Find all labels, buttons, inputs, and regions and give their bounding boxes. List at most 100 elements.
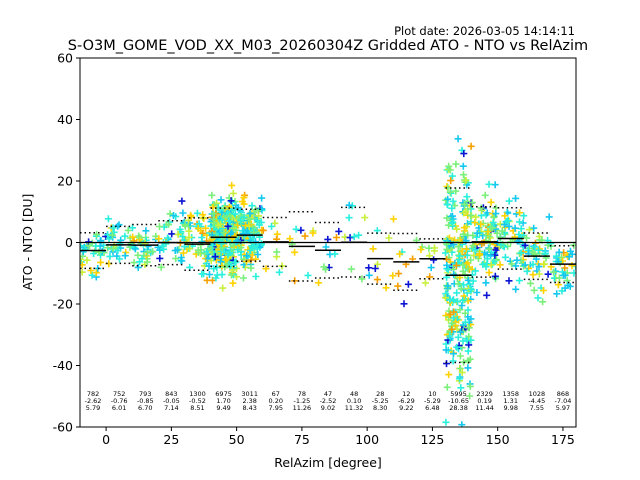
scatter-point [177, 254, 185, 261]
scatter-point [94, 265, 102, 272]
scatter-point [180, 249, 187, 257]
scatter-point [156, 246, 164, 254]
scatter-point [83, 256, 91, 264]
bin-std-label: 5.97 [556, 404, 570, 412]
scatter-point [210, 254, 218, 262]
scatter-point [469, 277, 477, 285]
y-tick-label: 60 [57, 51, 73, 66]
scatter-point [231, 210, 239, 218]
bin-count-label: 752 [113, 390, 125, 398]
scatter-point [555, 248, 563, 256]
scatter-point [249, 244, 257, 251]
scatter-point [492, 210, 500, 218]
bin-mean-label: -5.29 [424, 397, 441, 405]
scatter-point [471, 246, 479, 254]
scatter-point [454, 298, 461, 306]
scatter-point [301, 232, 309, 240]
scatter-point [358, 275, 366, 283]
scatter-point [217, 196, 225, 204]
scatter-point [476, 250, 484, 258]
scatter-point [86, 242, 93, 250]
scatter-point [454, 333, 462, 341]
bin-count-label: 5995 [450, 390, 467, 398]
scatter-point [430, 247, 438, 255]
bin-count-label: 1300 [189, 390, 206, 398]
scatter-point [447, 177, 455, 185]
scatter-point [460, 224, 468, 232]
y-tick-label: 0 [65, 235, 73, 250]
scatter-point [116, 255, 123, 263]
scatter-point [198, 234, 206, 241]
scatter-point [526, 226, 533, 234]
bin-std-label: 8.30 [373, 404, 387, 412]
scatter-point [501, 253, 509, 261]
scatter-point [442, 294, 449, 302]
scatter-point [80, 261, 86, 269]
bin-mean-label: -10.65 [448, 397, 469, 405]
scatter-point [129, 224, 136, 232]
scatter-point [459, 230, 467, 238]
scatter-point [447, 258, 454, 266]
scatter-point [227, 197, 235, 205]
scatter-point [465, 341, 473, 349]
scatter-point [165, 220, 173, 228]
scatter-point [540, 287, 547, 294]
scatter-point [520, 212, 528, 220]
scatter-point [168, 230, 176, 238]
scatter-point [121, 252, 129, 260]
scatter-point [553, 290, 561, 298]
bin-std-label: 11.32 [345, 404, 364, 412]
bin-mean-label: 1.70 [216, 397, 230, 405]
bin-std-label: 9.22 [399, 404, 413, 412]
scatter-point [487, 198, 495, 206]
scatter-point [394, 282, 402, 290]
scatter-point [109, 245, 117, 253]
scatter-point [471, 267, 479, 275]
scatter-point [450, 350, 457, 358]
scatter-point [529, 260, 537, 268]
scatter-point [446, 166, 454, 174]
scatter-point [347, 265, 355, 273]
scatter-point [511, 233, 519, 241]
scatter-point [452, 187, 460, 195]
scatter-point [442, 249, 449, 257]
bin-std-label: 6.70 [138, 404, 152, 412]
scatter-point [194, 224, 202, 232]
scatter-point [458, 368, 466, 376]
scatter-point [228, 271, 235, 279]
scatter-point [417, 246, 425, 253]
bin-mean-label: -5.25 [372, 397, 389, 405]
scatter-point [504, 217, 512, 225]
bin-mean-label: -7.04 [555, 397, 572, 405]
scatter-point [448, 325, 456, 333]
scatter-point [124, 226, 132, 234]
bin-count-label: 3011 [241, 390, 258, 398]
y-tick-label: 20 [57, 174, 73, 189]
scatter-point [536, 245, 544, 253]
scatter-point [558, 253, 565, 261]
scatter-point [249, 235, 257, 243]
bin-std-label: 9.02 [321, 404, 335, 412]
scatter-point [443, 360, 450, 368]
x-tick-label: 75 [294, 432, 310, 447]
y-tick-label: -20 [53, 297, 73, 312]
scatter-point [445, 221, 453, 229]
y-tick-label: -60 [53, 420, 73, 435]
scatter-point [466, 355, 474, 363]
scatter-point [385, 234, 393, 242]
scatter-point [445, 162, 453, 170]
scatter-point [396, 250, 404, 258]
scatter-point [209, 219, 217, 227]
scatter-point [258, 194, 266, 202]
scatter-point [228, 198, 236, 206]
scatter-point [333, 234, 340, 241]
bin-count-label: 793 [139, 390, 151, 398]
scatter-point [324, 235, 332, 243]
scatter-point [535, 263, 543, 271]
scatter-point [455, 251, 463, 259]
scatter-point [563, 277, 571, 285]
scatter-point [517, 225, 525, 233]
scatter-point [512, 194, 520, 202]
scatter-point [382, 284, 390, 292]
scatter-point [275, 268, 283, 276]
